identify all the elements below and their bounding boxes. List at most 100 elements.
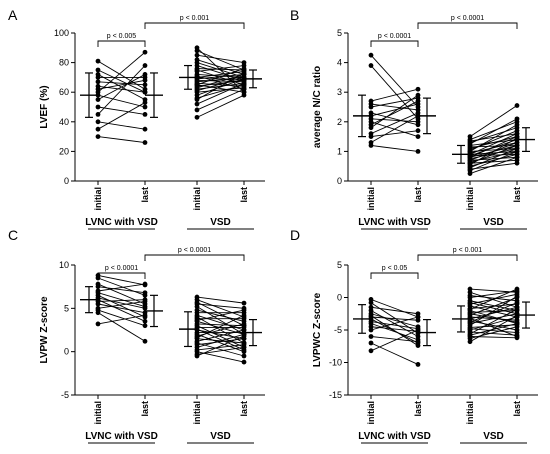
pair-line: [196, 69, 245, 86]
pair-line: [469, 316, 518, 331]
x-tick-label: last: [140, 401, 150, 417]
pair-line: [469, 288, 518, 310]
data-point-last: [142, 338, 148, 344]
pair-line: [196, 329, 245, 342]
data-point-last: [241, 66, 247, 71]
data-point-last: [514, 122, 520, 128]
data-point-last: [241, 300, 247, 306]
y-tick-label: -15: [329, 390, 342, 400]
significance-bracket: [144, 254, 245, 261]
pair-line: [469, 150, 518, 172]
data-point-last: [241, 70, 247, 76]
group-label: VSD: [210, 431, 231, 442]
data-point-last: [415, 98, 421, 104]
data-point-last: [241, 316, 247, 322]
pair-line: [370, 103, 419, 111]
data-point-last: [415, 119, 421, 125]
y-axis-label: average N/C ratio: [312, 66, 323, 148]
pair-line: [469, 148, 518, 169]
data-point-last: [415, 343, 421, 348]
pair-line: [196, 76, 245, 92]
x-tick-label: last: [512, 401, 522, 417]
pair-line: [97, 121, 146, 130]
y-tick-label: 0: [337, 293, 342, 303]
y-tick-label: 1: [337, 146, 342, 156]
data-point-initial: [194, 318, 200, 323]
data-point-initial: [368, 334, 374, 339]
pair-line: [196, 296, 245, 304]
data-point-initial: [194, 48, 200, 54]
pair-line: [469, 295, 518, 326]
data-point-initial: [194, 353, 200, 359]
pair-line: [196, 65, 245, 72]
significance-label: p < 0.001: [180, 15, 209, 22]
pair-line: [370, 306, 419, 315]
pair-line: [196, 303, 245, 309]
pair-line: [196, 72, 245, 100]
pair-line: [469, 118, 518, 145]
pair-line: [370, 65, 419, 120]
data-point-initial: [368, 340, 374, 346]
x-tick-label: initial: [465, 187, 475, 211]
data-point-last: [142, 323, 148, 329]
pair-line: [469, 159, 518, 164]
y-tick-label: 0: [64, 347, 69, 357]
pair-line: [370, 118, 419, 123]
significance-label: p < 0.0001: [378, 33, 411, 40]
data-point-last: [241, 327, 247, 333]
data-point-initial: [368, 122, 374, 128]
significance-label: p < 0.005: [107, 33, 136, 40]
group-label: LVNC with VSD: [85, 217, 158, 228]
data-point-last: [142, 290, 148, 296]
pair-line: [469, 297, 518, 316]
pair-line: [196, 301, 245, 327]
pair-line: [469, 328, 518, 334]
pair-line: [370, 329, 419, 352]
pair-line: [469, 315, 518, 343]
data-point-last: [142, 140, 148, 145]
pair-line: [196, 76, 245, 83]
y-tick-label: -5: [334, 325, 342, 335]
y-tick-label: 5: [337, 28, 342, 38]
pair-line: [97, 102, 146, 130]
pair-line: [97, 65, 146, 115]
data-point-last: [142, 104, 148, 110]
x-tick-label: last: [512, 187, 522, 203]
panel-c: C -5 0 5 10 LVPW Z-score initial last initial las…: [8, 227, 265, 444]
data-point-initial: [368, 52, 374, 58]
pair-line: [97, 81, 146, 86]
pair-line: [370, 112, 419, 135]
data-point-last: [415, 362, 421, 367]
significance-bracket: [417, 22, 518, 29]
y-tick-label: 80: [59, 58, 69, 68]
data-point-last: [514, 286, 520, 292]
data-point-last: [514, 160, 520, 166]
data-point-initial: [194, 107, 200, 113]
group-label: LVNC with VSD: [358, 217, 431, 228]
significance-bracket: [97, 40, 146, 47]
x-tick-label: last: [239, 187, 249, 203]
pair-line: [196, 344, 245, 351]
pair-line: [469, 137, 518, 166]
data-point-last: [514, 154, 520, 160]
pair-line: [469, 313, 518, 323]
data-point-last: [514, 116, 520, 122]
data-point-last: [241, 92, 247, 98]
panel-d: D -15 -10 -5 0 5 LVPWC Z-score initial last initi…: [290, 227, 538, 444]
group-label: VSD: [483, 431, 504, 442]
data-point-initial: [368, 327, 374, 333]
pair-line: [370, 302, 419, 334]
pair-line: [196, 82, 245, 105]
pair-line: [196, 94, 245, 118]
significance-label: p < 0.001: [453, 247, 482, 254]
pair-line: [469, 136, 518, 158]
data-point-last: [142, 299, 148, 304]
y-tick-label: -5: [61, 390, 69, 400]
pair-line: [196, 325, 245, 348]
data-point-last: [514, 330, 520, 335]
data-point-last: [241, 80, 247, 86]
pair-line: [97, 286, 146, 294]
panel-letter: D: [290, 227, 300, 243]
pair-line: [196, 78, 245, 96]
pair-line: [97, 74, 146, 100]
